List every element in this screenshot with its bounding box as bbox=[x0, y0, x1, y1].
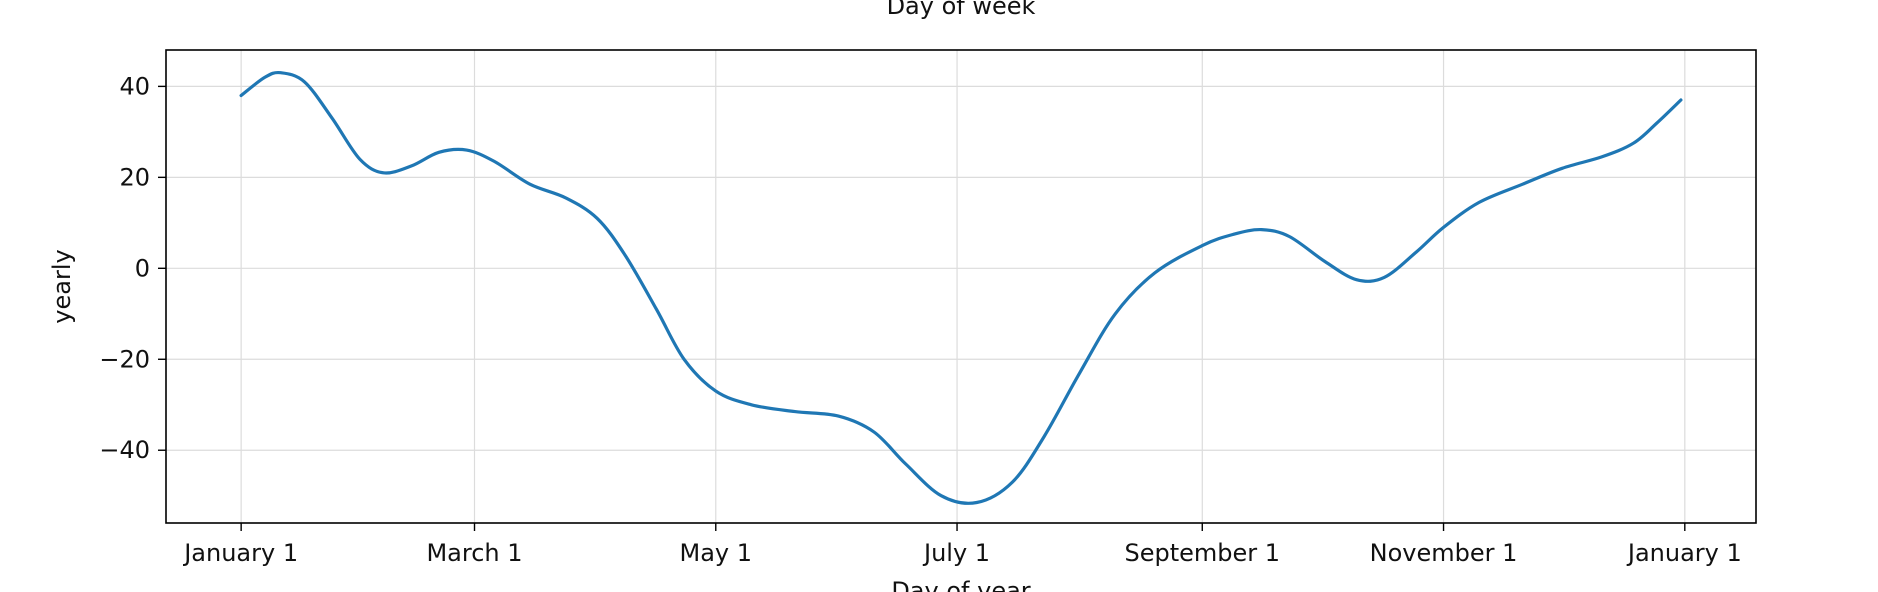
y-tick-label: −20 bbox=[99, 345, 150, 373]
x-tick-label: November 1 bbox=[1370, 539, 1518, 567]
y-axis-label: yearly bbox=[48, 249, 76, 323]
plot-frame bbox=[165, 49, 1757, 524]
series-line bbox=[239, 70, 1683, 505]
x-tick-label: March 1 bbox=[426, 539, 522, 567]
x-tick-label: January 1 bbox=[182, 539, 298, 567]
x-tick-label: September 1 bbox=[1124, 539, 1280, 567]
y-tick-label: 0 bbox=[135, 254, 150, 282]
x-axis-label: Day of year bbox=[891, 577, 1030, 592]
tick-layer: January 1 March 1 May 1 July 1 September 1 No… bbox=[99, 72, 1741, 567]
y-tick-label: 40 bbox=[119, 72, 150, 100]
chart-title: Day of week bbox=[887, 0, 1036, 20]
series-layer bbox=[239, 70, 1683, 505]
x-tick-label: May 1 bbox=[680, 539, 753, 567]
x-tick-label: January 1 bbox=[1626, 539, 1742, 567]
y-tick-label: 20 bbox=[119, 163, 150, 191]
x-tick-label: July 1 bbox=[922, 539, 990, 567]
y-tick-label: −40 bbox=[99, 436, 150, 464]
grid-layer bbox=[166, 50, 1756, 523]
